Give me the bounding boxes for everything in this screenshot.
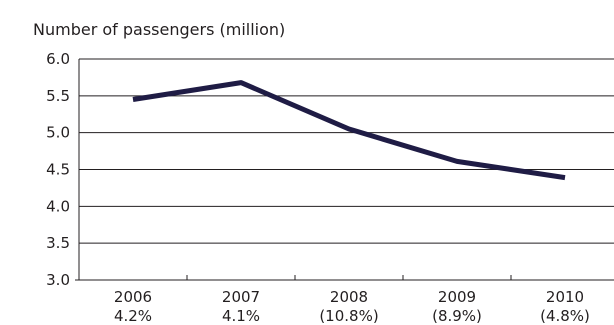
y-tick-label: 6.0	[46, 50, 70, 68]
y-tick-label: 5.0	[46, 124, 70, 142]
x-tick-sublabel: 4.2%	[114, 307, 152, 325]
y-tick-label: 5.5	[46, 87, 70, 105]
y-tick-label: 4.5	[46, 161, 70, 179]
series-layer	[132, 80, 566, 181]
x-tick-label: 2006	[114, 288, 152, 306]
x-tick-sublabel: 4.1%	[222, 307, 260, 325]
x-tick-label: 2009	[438, 288, 476, 306]
y-tick-labels: 3.0 3.5 4.0 4.5 5.0 5.5 6.0	[46, 50, 70, 289]
x-tick-sublabel: (8.9%)	[432, 307, 482, 325]
axes	[75, 59, 614, 281]
y-tick-label: 3.0	[46, 271, 70, 289]
gridlines	[79, 58, 614, 244]
x-tick-label: 2008	[330, 288, 368, 306]
x-tick-sublabel: (10.8%)	[319, 307, 378, 325]
y-tick-label: 4.0	[46, 197, 70, 215]
chart-title: Number of passengers (million)	[33, 20, 285, 39]
x-tick-label: 2007	[222, 288, 260, 306]
x-tick-label: 2010	[546, 288, 584, 306]
x-tick-sublabel: (4.8%)	[540, 307, 590, 325]
y-tick-label: 3.5	[46, 234, 70, 252]
series-line	[132, 80, 566, 181]
